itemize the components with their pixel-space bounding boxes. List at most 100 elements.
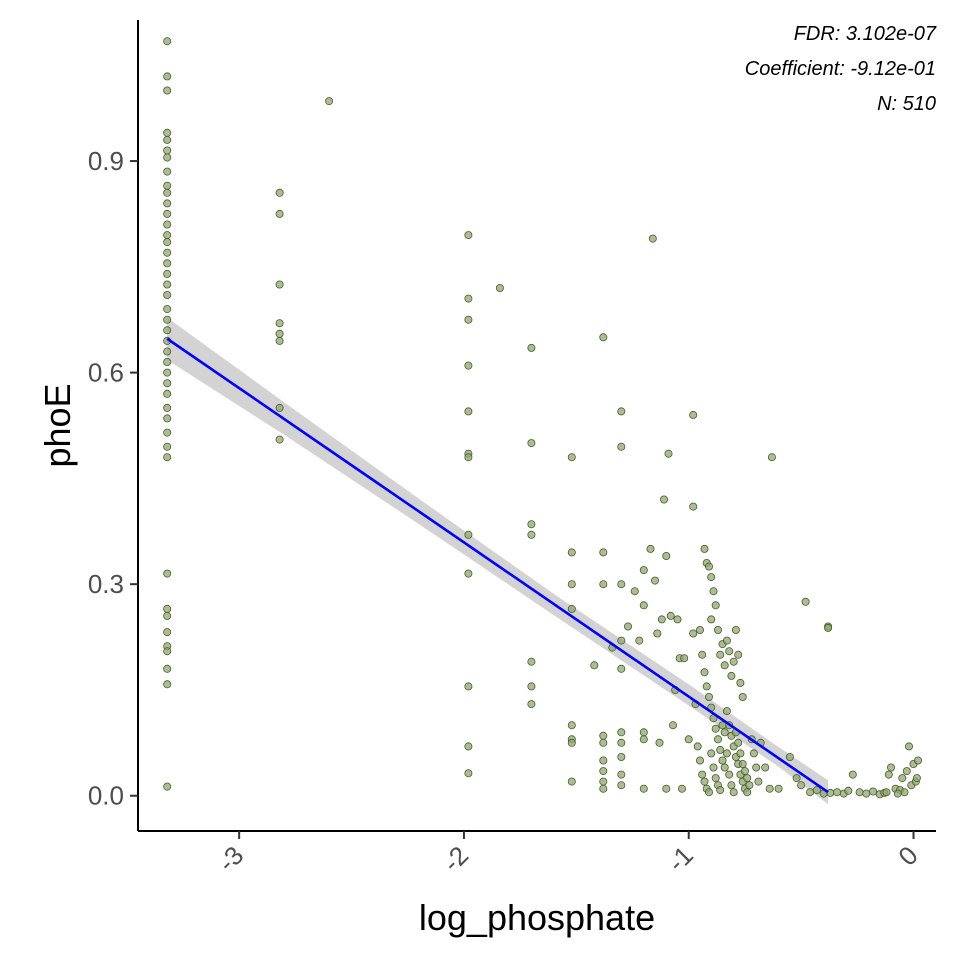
data-point [651,576,660,585]
data-point [567,777,576,786]
data-point [716,650,725,659]
data-point [599,738,608,747]
data-point [635,636,644,645]
data-point [722,636,731,645]
data-point [617,664,626,673]
data-point [163,231,172,240]
data-point [275,188,284,197]
data-point [680,654,689,663]
data-point [727,671,736,680]
data-point [660,495,669,504]
data-point [624,622,633,631]
data-point [617,738,626,747]
data-point [163,315,172,324]
data-point [163,389,172,398]
data-point [698,650,707,659]
data-point [163,86,172,95]
data-point [848,770,857,779]
data-point [716,745,725,754]
data-point [711,601,720,610]
data-point [617,753,626,762]
data-point [887,763,896,772]
data-point [898,774,907,783]
data-point [599,333,608,342]
data-point [527,657,536,666]
data-point [711,724,720,733]
data-point [743,774,752,783]
data-point [464,294,473,303]
data-point [464,682,473,691]
data-point [163,664,172,673]
data-point [163,442,172,451]
data-point [527,439,536,448]
data-point [163,146,172,155]
data-point [163,248,172,257]
data-point [727,781,736,790]
data-point [527,682,536,691]
data-point [738,693,747,702]
data-point [720,763,729,772]
data-point [785,753,794,762]
data-point [707,573,716,582]
data-point [700,544,709,553]
data-point [743,788,752,797]
data-point [884,770,893,779]
data-point [902,767,911,776]
x-tick-label: -2 [437,840,475,878]
data-point [163,357,172,366]
data-point [749,749,758,758]
data-point [893,789,902,798]
data-point [729,788,738,797]
data-point [567,580,576,589]
data-point [163,569,172,578]
data-point [617,442,626,451]
data-point [666,611,675,620]
data-point [599,731,608,740]
data-point [464,769,473,778]
data-point [714,626,723,635]
data-point [599,548,608,557]
data-point [689,629,698,638]
data-point [163,290,172,299]
data-point [464,315,473,324]
data-point [527,343,536,352]
data-point [900,788,909,797]
data-point [163,280,172,289]
data-point [639,728,648,737]
data-point [163,167,172,176]
data-point [567,738,576,747]
data-point [797,781,806,790]
x-tick-label: -1 [661,840,699,878]
data-point [163,259,172,268]
data-point [163,72,172,81]
data-point [567,604,576,613]
data-point [163,782,172,791]
data-point [662,784,671,793]
data-point [734,650,743,659]
data-point [718,756,727,765]
data-point [767,453,776,462]
data-point [163,379,172,388]
data-point [163,188,172,197]
data-point [275,329,284,338]
data-point [662,552,671,561]
data-point [639,566,648,575]
data-point [709,763,718,772]
data-point [696,756,705,765]
data-point [765,784,774,793]
data-point [163,128,172,137]
data-point [163,135,172,144]
data-point [639,601,648,610]
data-point [163,403,172,412]
data-point [617,580,626,589]
data-point [698,770,707,779]
data-point [801,597,810,606]
data-point [163,368,172,377]
data-point [705,788,714,797]
data-point [275,319,284,328]
data-point [792,774,801,783]
data-point [646,544,655,553]
data-point [673,615,682,624]
data-point [163,604,172,613]
